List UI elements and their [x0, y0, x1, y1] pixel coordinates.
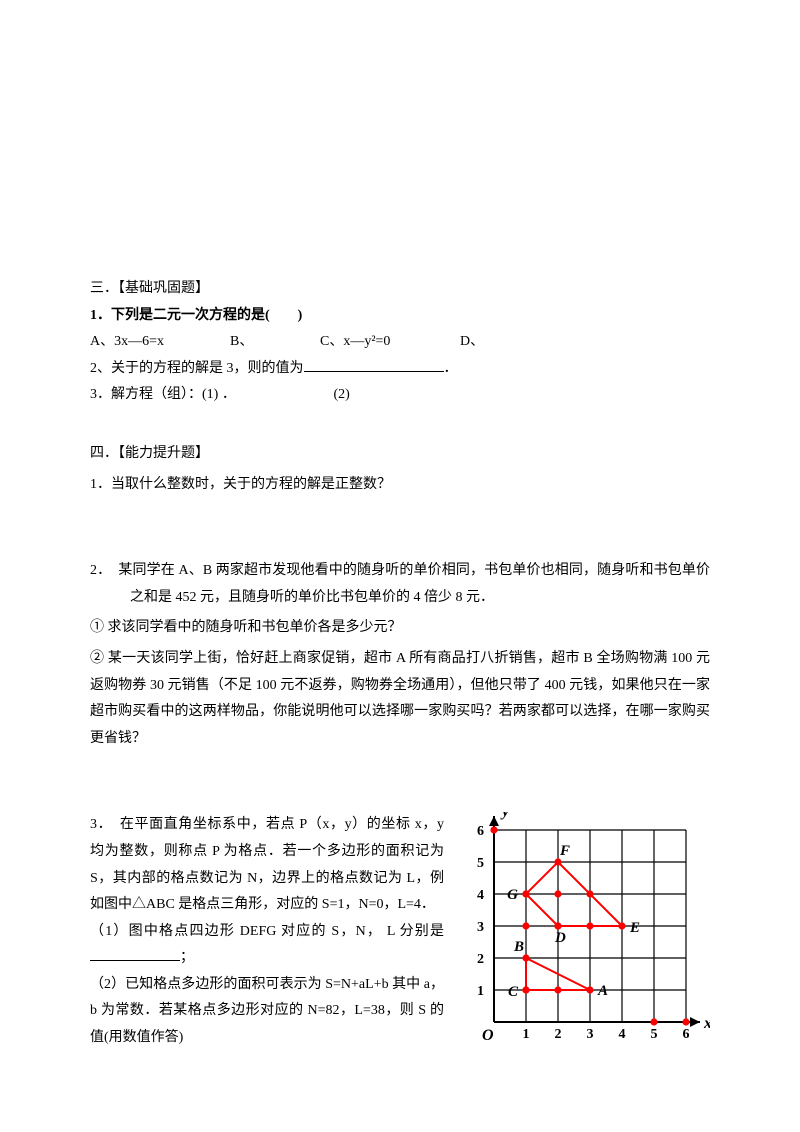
svg-text:2: 2 [477, 952, 484, 967]
q3-1: 1．下列是二元一次方程的是( ) [90, 303, 710, 330]
svg-text:2: 2 [555, 1027, 562, 1042]
svg-text:D: D [554, 930, 566, 946]
option-b: B、 [230, 329, 320, 356]
q4-3-sub1-a: （1）图中格点四边形 DEFG 对应的 S，N， L 分别是 [90, 924, 444, 939]
q4-2-sub2: ② 某一天该同学上街，恰好赶上商家促销，超市 A 所有商品打八折销售，超市 B … [90, 646, 710, 752]
lattice-chart: 1 2 3 4 5 6 1 2 3 4 5 6 Ox y A B C D E F G [460, 812, 710, 1063]
svg-text:6: 6 [477, 824, 484, 839]
q3-3: 3．解方程（组）：(1) ． (2) [90, 382, 710, 409]
svg-text:4: 4 [619, 1027, 626, 1042]
option-c: C、x—y²=0 [320, 329, 460, 356]
q4-3-sub2: （2）已知格点多边形的面积可表示为 S=N+aL+b 其中 a，b 为常数．若某… [90, 972, 444, 1052]
q4-3-body: 3． 在平面直角坐标系中，若点 P（x，y）的坐标 x，y 均为整数，则称点 P… [90, 812, 444, 918]
q4-2-sub1: ① 求该同学看中的随身听和书包单价各是多少元？ [90, 615, 710, 642]
q4-2: 2． 某同学在 A、B 两家超市发现他看中的随身听的单价相同，书包单价也相同，随… [90, 558, 710, 611]
q3-3-b: (2) [334, 387, 350, 402]
svg-text:5: 5 [477, 856, 484, 871]
svg-text:y: y [500, 812, 510, 820]
q3-2-text: 2、关于的方程的解是 3，则的值为 [90, 361, 304, 376]
q3-2-tail: ． [444, 361, 458, 376]
svg-text:C: C [508, 984, 519, 1000]
q3-2: 2、关于的方程的解是 3，则的值为 ． [90, 356, 710, 383]
svg-text:1: 1 [477, 984, 484, 999]
svg-text:O: O [482, 1027, 494, 1044]
svg-text:F: F [559, 843, 570, 859]
section4-heading: 四．【能力提升题】 [90, 441, 710, 468]
q4-3-sub1-b: ； [180, 950, 194, 965]
option-a: A、3x—6=x [90, 329, 230, 356]
svg-text:4: 4 [477, 888, 484, 903]
q4-3-sub1: （1）图中格点四边形 DEFG 对应的 S，N， L 分别是 ； [90, 919, 444, 972]
svg-text:3: 3 [477, 920, 484, 935]
q3-1-options: A、3x—6=x B、 C、x—y²=0 D、 [90, 329, 710, 356]
svg-text:1: 1 [523, 1027, 530, 1042]
q3-3-a: 3．解方程（组）：(1) ． [90, 382, 330, 409]
q4-2-lead: 2． 某同学在 A、B 两家超市发现他看中的随身听的单价相同，书包单价也相同，随… [90, 558, 710, 611]
q4-3: 3． 在平面直角坐标系中，若点 P（x，y）的坐标 x，y 均为整数，则称点 P… [90, 812, 710, 1063]
svg-text:6: 6 [683, 1027, 690, 1042]
page: 三．【基础巩固题】 1．下列是二元一次方程的是( ) A、3x—6=x B、 C… [0, 0, 800, 1113]
q4-3-text: 3． 在平面直角坐标系中，若点 P（x，y）的坐标 x，y 均为整数，则称点 P… [90, 812, 444, 1051]
option-d: D、 [460, 329, 484, 356]
svg-text:E: E [629, 920, 640, 936]
svg-text:5: 5 [651, 1027, 658, 1042]
q4-1: 1．当取什么整数时，关于的方程的解是正整数？ [90, 472, 710, 499]
svg-text:3: 3 [587, 1027, 594, 1042]
section3-heading: 三．【基础巩固题】 [90, 276, 710, 303]
svg-text:B: B [513, 939, 524, 955]
svg-text:A: A [597, 983, 608, 999]
svg-text:G: G [507, 887, 518, 903]
svg-text:x: x [703, 1015, 710, 1032]
blank-line [90, 946, 180, 961]
blank-line [304, 357, 444, 372]
